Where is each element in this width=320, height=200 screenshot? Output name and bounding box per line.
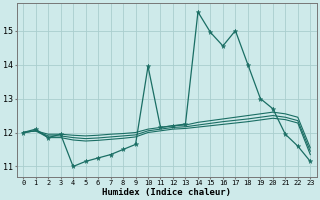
- X-axis label: Humidex (Indice chaleur): Humidex (Indice chaleur): [102, 188, 231, 197]
